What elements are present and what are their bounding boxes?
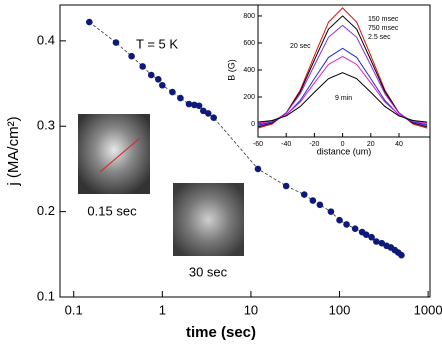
annotation: T = 5 K [136,36,178,51]
annotation: 150 msec [368,16,399,23]
x-axis-label: time (sec) [186,324,256,341]
data-point [169,88,176,96]
y-tick-label: 600 [243,40,255,47]
x-tick-label: -20 [309,141,319,148]
y-tick-label: 0.2 [37,203,55,218]
data-point [372,238,380,245]
annotation: 9 min [335,95,352,102]
y-tick-label: 800 [243,13,255,20]
x-tick-label: 1000 [414,302,442,317]
data-point [309,197,317,204]
annotation: 0.15 sec [87,203,137,218]
data-point [128,52,135,60]
annotation: 2.5 sec [368,34,391,41]
curve [257,55,428,124]
data-point [195,102,203,110]
y-tick-label: 200 [243,94,255,101]
curve [257,24,428,127]
data-point [86,18,93,26]
data-point [282,182,290,190]
data-point [398,251,405,259]
data-point [316,201,324,209]
data-point [112,39,120,46]
y-axis-label: j (MA/cm²) [5,116,22,186]
data-point [204,110,212,117]
x-tick-label: 100 [329,302,351,317]
x-tick-label: 0.1 [65,302,83,317]
x-tick-label: 10 [244,302,258,317]
data-point [362,231,370,238]
annotation: 20 sec [290,43,311,50]
y-tick-label: 0.3 [37,118,55,133]
data-point [147,71,155,79]
data-point [336,216,343,224]
x-tick-label: -40 [281,141,291,148]
y-tick-label: 0 [251,121,255,128]
data-point [351,225,359,232]
annotation: 30 sec [189,264,228,279]
y-axis-label: B (G) [226,59,236,81]
cut-line [99,137,141,173]
x-tick-label: 0 [341,141,345,148]
data-point [368,233,375,241]
y-tick-label: 0.1 [37,288,55,303]
data-point [159,81,166,89]
x-tick-label: 1 [159,302,166,317]
data-point [300,191,308,198]
x-tick-label: 20 [367,141,375,148]
y-tick-label: 400 [243,67,255,74]
data-point [199,107,207,115]
annotation: 750 msec [368,25,399,32]
data-point [177,94,184,102]
image [173,183,244,256]
data-point [185,100,193,108]
data-point [210,114,217,122]
x-tick-label: -60 [253,141,263,148]
data-point [343,221,350,228]
curve [257,72,428,123]
data-point [139,63,146,70]
plot-frame [59,4,431,298]
x-tick-label: 40 [395,141,403,148]
data-point [154,75,162,83]
data-point [254,165,262,173]
image [78,114,150,194]
y-tick-label: 0.4 [37,32,55,47]
data-point [327,208,335,215]
x-axis-label: distance (um) [317,146,372,156]
